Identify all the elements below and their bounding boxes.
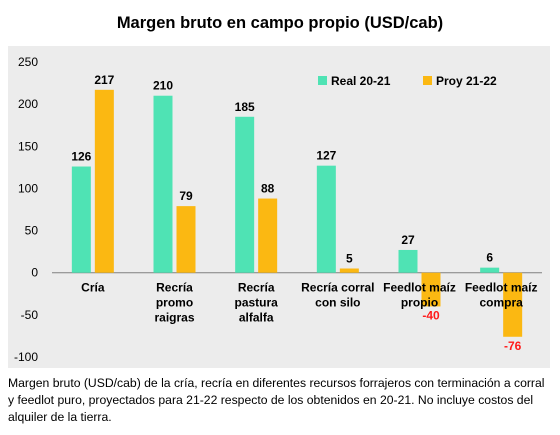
data-label: 217 [94, 73, 114, 87]
x-tick-label: Recría corral [301, 281, 374, 295]
y-tick-label: 0 [31, 266, 38, 280]
legend-swatch [423, 76, 432, 85]
legend-swatch [318, 76, 327, 85]
bar [176, 206, 196, 273]
data-label: -76 [504, 339, 522, 353]
bar [153, 95, 173, 273]
x-tick-label: promo [156, 296, 193, 310]
y-tick-label: 250 [18, 55, 38, 69]
bar [71, 166, 91, 273]
x-tick-label: compra [479, 296, 523, 310]
chart-caption: Margen bruto (USD/cab) de la cría, recrí… [8, 376, 545, 424]
data-label: -40 [422, 308, 440, 322]
x-tick-label: Feedlot maíz [383, 281, 456, 295]
bar [339, 268, 359, 273]
chart-title: Margen bruto en campo propio (USD/cab) [116, 14, 444, 32]
data-label: 5 [346, 252, 353, 266]
bar [94, 89, 114, 273]
x-tick-label: pastura [234, 296, 278, 310]
data-label: 126 [71, 150, 91, 164]
x-tick-label: raigras [154, 311, 194, 325]
y-tick-label: 50 [25, 224, 39, 238]
data-label: 6 [486, 251, 493, 265]
y-tick-label: -50 [21, 308, 39, 322]
y-tick-label: 150 [18, 139, 38, 153]
data-label: 127 [316, 149, 336, 163]
data-label: 185 [235, 100, 255, 114]
y-tick-label: -100 [14, 350, 38, 364]
bar [235, 116, 255, 273]
x-tick-label: con silo [315, 296, 360, 310]
bar [421, 272, 441, 307]
x-tick-label: Cría [81, 281, 105, 295]
bar [503, 272, 523, 337]
y-tick-label: 200 [18, 97, 38, 111]
bar [258, 198, 278, 273]
x-tick-label: Feedlot maíz [465, 281, 538, 295]
data-label: 27 [401, 233, 415, 247]
legend-label: Real 20-21 [331, 74, 391, 88]
x-tick-label: alfalfa [239, 311, 274, 325]
legend-label: Proy 21-22 [436, 74, 497, 88]
bar [480, 267, 500, 273]
bar [316, 165, 336, 273]
data-label: 210 [153, 79, 173, 93]
data-label: 79 [179, 189, 193, 203]
bar-chart: 250 200 150 100 50 0 -50 -100 126 210 185 127 27 6 217… [14, 55, 542, 364]
x-tick-label: propio [401, 296, 438, 310]
data-label: 88 [261, 182, 275, 196]
x-tick-label: Recría [238, 281, 275, 295]
bar [398, 249, 418, 273]
x-tick-label: Recría [156, 281, 193, 295]
y-tick-label: 100 [18, 181, 38, 195]
